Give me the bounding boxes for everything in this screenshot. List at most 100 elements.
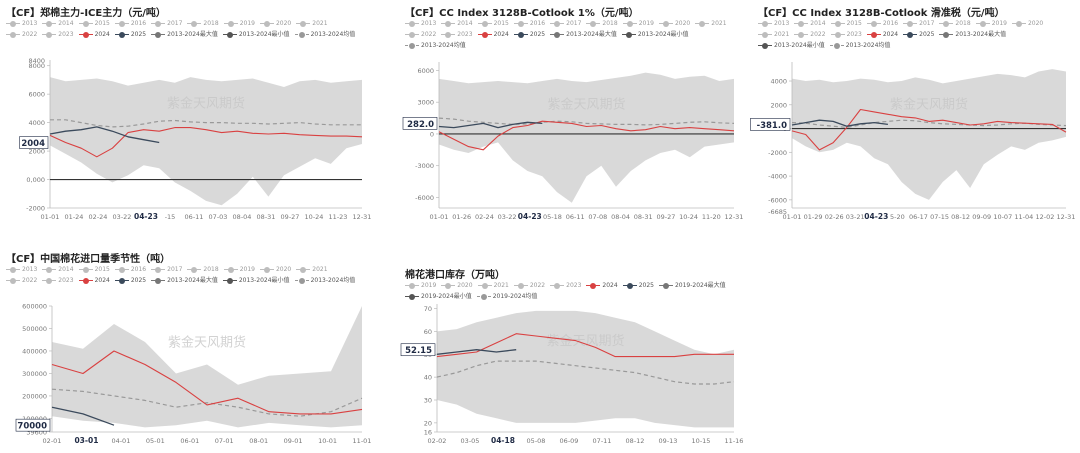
legend-label: 2024 [602,282,618,289]
legend-item-2013-2024[interactable]: 2013-2024均值 [294,29,355,40]
x-tick-label: 05-18 [543,213,562,221]
callout-latest-value: -381.0 [750,118,791,131]
legend-item-2018[interactable]: 2018 [187,264,219,275]
legend-item-2013-2024[interactable]: 2013-2024均值 [829,40,891,51]
legend-item-2020[interactable]: 2020 [441,280,473,291]
legend-item-2021[interactable]: 2021 [477,280,509,291]
legend-item-2018[interactable]: 2018 [187,18,219,29]
legend-label: 2025 [919,31,935,38]
legend-item-2016[interactable]: 2016 [114,264,146,275]
legend-item-2015[interactable]: 2015 [78,264,110,275]
legend-item-2013[interactable]: 2013 [6,264,37,275]
legend-item-2016[interactable]: 2016 [513,18,545,29]
legend-item-2015[interactable]: 2015 [830,18,862,29]
legend-item-2019[interactable]: 2019 [622,18,654,29]
callout-latest-value: 282.0 [402,117,438,130]
x-tick-label: 08-12 [626,437,645,445]
legend-item-2025[interactable]: 2025 [513,29,545,40]
legend-item-2023[interactable]: 2023 [441,29,473,40]
legend-item-2013-2024[interactable]: 2013-2024最小值 [758,40,825,51]
legend-item-2019-2024[interactable]: 2019-2024均值 [476,291,537,302]
x-tick-label: 01-29 [804,213,823,221]
legend-item-2014[interactable]: 2014 [794,18,826,29]
legend-item-2018[interactable]: 2018 [939,18,971,29]
callout-latest-value: 52.15 [400,343,436,356]
legend-item-2019[interactable]: 2019 [405,280,436,291]
legend-item-2024[interactable]: 2024 [78,29,110,40]
legend-item-2021[interactable]: 2021 [758,29,789,40]
x-tick-label: 09-27 [281,213,300,221]
legend-swatch-icon [405,282,419,289]
legend-item-2013-2024[interactable]: 2013-2024最大值 [151,29,218,40]
legend-label: 2013-2024均值 [845,42,891,49]
legend-label: 2024 [882,31,899,38]
callout-box [750,118,791,131]
legend-item-2016[interactable]: 2016 [866,18,898,29]
legend-item-2014[interactable]: 2014 [441,18,473,29]
callout-text: 70000 [17,422,47,432]
legend-item-2022[interactable]: 2022 [513,280,545,291]
legend-item-2023[interactable]: 2023 [830,29,862,40]
legend-item-2022[interactable]: 2022 [405,29,436,40]
legend-item-2022[interactable]: 2022 [794,29,826,40]
legend-item-2014[interactable]: 2014 [42,264,74,275]
legend-item-2020[interactable]: 2020 [259,264,291,275]
legend-item-2013-2024[interactable]: 2013-2024最大值 [939,29,1006,40]
legend-item-2020[interactable]: 2020 [1011,18,1043,29]
legend-swatch-icon [114,20,129,27]
legend-item-2013[interactable]: 2013 [405,18,436,29]
legend-item-2025[interactable]: 2025 [903,29,934,40]
band-area-max-min [52,306,362,428]
legend-item-2025[interactable]: 2025 [622,280,654,291]
legend-item-2021[interactable]: 2021 [296,264,328,275]
legend-item-2013-2024[interactable]: 2013-2024均值 [405,40,466,51]
legend-item-2019[interactable]: 2019 [223,18,255,29]
legend-item-2017[interactable]: 2017 [903,18,934,29]
legend-item-2013-2024[interactable]: 2013-2024最小值 [222,275,290,286]
legend-item-2015[interactable]: 2015 [477,18,509,29]
legend-item-2019[interactable]: 2019 [223,264,255,275]
legend-item-2017[interactable]: 2017 [151,264,182,275]
legend-item-2014[interactable]: 2014 [42,18,74,29]
legend-item-2025[interactable]: 2025 [114,275,146,286]
legend-item-2021[interactable]: 2021 [296,18,328,29]
legend-item-2013-2024[interactable]: 2013-2024最小值 [222,29,290,40]
legend-item-2013-2024[interactable]: 2013-2024最小值 [621,29,689,40]
legend-swatch-icon [259,266,274,273]
legend-item-2024[interactable]: 2024 [586,280,618,291]
legend-swatch-icon [78,31,93,38]
legend-label: 2017 [167,20,183,27]
legend-item-2013[interactable]: 2013 [758,18,789,29]
legend-item-2019[interactable]: 2019 [975,18,1007,29]
legend-item-2024[interactable]: 2024 [78,275,110,286]
legend-label: 2014 [58,20,74,27]
legend-item-2017[interactable]: 2017 [151,18,182,29]
legend-item-2021[interactable]: 2021 [695,18,727,29]
legend-item-2019-2024[interactable]: 2019-2024最小值 [405,291,472,302]
legend-item-2013-2024[interactable]: 2013-2024均值 [294,275,355,286]
legend-item-2016[interactable]: 2016 [114,18,146,29]
legend-swatch-icon [658,20,673,27]
legend-item-2023[interactable]: 2023 [42,29,74,40]
legend-item-2018[interactable]: 2018 [586,18,618,29]
legend-item-2019-2024[interactable]: 2019-2024最大值 [658,280,726,291]
callout-latest-value: 2004 [19,136,49,149]
legend-item-2013-2024[interactable]: 2013-2024最大值 [550,29,617,40]
legend-item-2023[interactable]: 2023 [550,280,581,291]
y-tick-label: 30 [424,397,432,405]
legend-item-2022[interactable]: 2022 [6,275,37,286]
legend-item-2013[interactable]: 2013 [6,18,37,29]
legend-item-2020[interactable]: 2020 [259,18,291,29]
legend-item-2017[interactable]: 2017 [550,18,581,29]
legend-swatch-icon [151,31,166,38]
legend-item-2025[interactable]: 2025 [114,29,146,40]
legend-item-2024[interactable]: 2024 [477,29,509,40]
legend-label: 2018 [955,20,971,27]
legend-item-2020[interactable]: 2020 [658,18,690,29]
legend-item-2022[interactable]: 2022 [6,29,37,40]
legend-item-2024[interactable]: 2024 [866,29,899,40]
x-tick-label: 02-24 [475,213,494,221]
legend-item-2015[interactable]: 2015 [78,18,110,29]
legend-item-2013-2024[interactable]: 2013-2024最大值 [151,275,218,286]
legend-item-2023[interactable]: 2023 [42,275,74,286]
